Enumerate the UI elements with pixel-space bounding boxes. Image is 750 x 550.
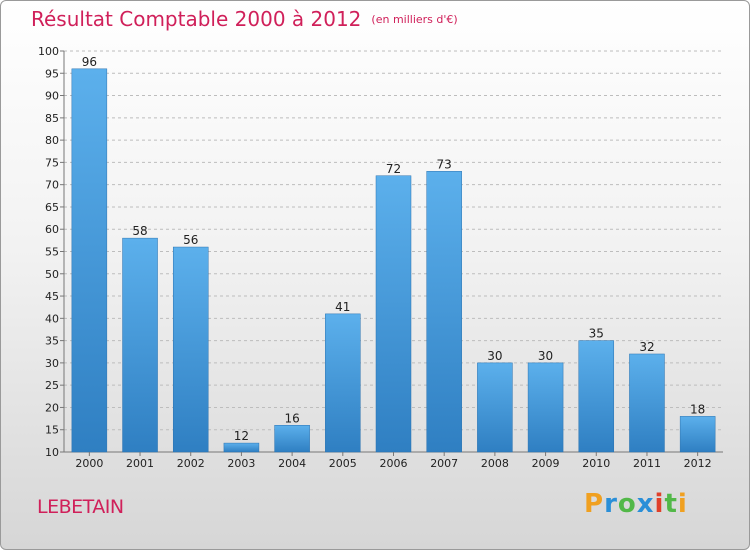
bar (71, 68, 108, 453)
y-tick-label: 95 (45, 67, 59, 80)
x-tick-label: 2009 (532, 457, 560, 470)
proxiti-logo: Proxiti (584, 489, 688, 519)
logo-letter: t (664, 489, 678, 519)
bar (679, 416, 716, 453)
bar (629, 353, 665, 453)
bar-value-label: 96 (82, 55, 97, 69)
logo-letter: x (636, 489, 655, 519)
bar-value-label: 30 (487, 349, 502, 363)
y-tick-label: 90 (45, 90, 59, 103)
bar (477, 362, 513, 453)
y-tick-label: 65 (45, 201, 59, 214)
y-tick-label: 40 (45, 312, 59, 325)
x-tick-label: 2007 (430, 457, 458, 470)
x-tick-label: 2005 (329, 457, 357, 470)
bar (426, 171, 462, 453)
bar-value-label: 16 (284, 411, 299, 425)
x-tick-label: 2010 (582, 457, 610, 470)
bar (325, 313, 361, 453)
y-tick-label: 80 (45, 134, 59, 147)
bar-value-label: 56 (183, 233, 198, 247)
x-tick-label: 2006 (380, 457, 408, 470)
bar-value-label: 35 (589, 327, 604, 341)
y-tick-label: 30 (45, 357, 59, 370)
bar (274, 425, 310, 453)
x-tick-label: 2000 (75, 457, 103, 470)
logo-letter: o (617, 489, 637, 519)
y-tick-label: 10 (45, 446, 59, 459)
x-tick-label: 2008 (481, 457, 509, 470)
y-tick-label: 35 (45, 335, 59, 348)
bar-value-label: 32 (639, 340, 654, 354)
x-tick-label: 2001 (126, 457, 154, 470)
y-tick-label: 75 (45, 156, 59, 169)
y-tick-label: 100 (38, 45, 59, 58)
x-tick-label: 2012 (684, 457, 712, 470)
logo-letter: i (654, 489, 665, 519)
bar-value-label: 18 (690, 402, 705, 416)
bar (122, 237, 158, 453)
bar (578, 340, 615, 453)
bar (375, 175, 412, 453)
x-tick-label: 2002 (177, 457, 205, 470)
logo-letter: P (584, 489, 605, 519)
bar-value-label: 73 (437, 157, 452, 171)
y-tick-label: 25 (45, 379, 59, 392)
bar-value-label: 30 (538, 349, 553, 363)
commune-name: LEBETAIN (37, 496, 124, 518)
y-tick-label: 15 (45, 424, 59, 437)
y-tick-label: 55 (45, 246, 59, 259)
bar-value-label: 12 (234, 429, 249, 443)
x-tick-label: 2004 (278, 457, 306, 470)
bar (223, 442, 260, 453)
x-tick-label: 2003 (227, 457, 255, 470)
y-tick-label: 50 (45, 268, 59, 281)
chart-title-text: Résultat Comptable 2000 à 2012 (31, 7, 362, 31)
chart-title: Résultat Comptable 2000 à 2012 (en millie… (31, 7, 458, 31)
x-tick-label: 2011 (633, 457, 661, 470)
bar-value-label: 72 (386, 162, 401, 176)
bar-value-label: 41 (335, 300, 350, 314)
bar (172, 246, 209, 453)
y-tick-label: 85 (45, 112, 59, 125)
bar-value-label: 58 (132, 224, 147, 238)
y-tick-label: 60 (45, 223, 59, 236)
y-tick-label: 70 (45, 179, 59, 192)
y-tick-label: 20 (45, 401, 59, 414)
logo-letter: i (677, 489, 688, 519)
y-tick-label: 45 (45, 290, 59, 303)
bar (527, 362, 564, 453)
logo-letter: r (604, 489, 618, 519)
chart-subtitle: (en milliers d'€) (371, 13, 458, 26)
